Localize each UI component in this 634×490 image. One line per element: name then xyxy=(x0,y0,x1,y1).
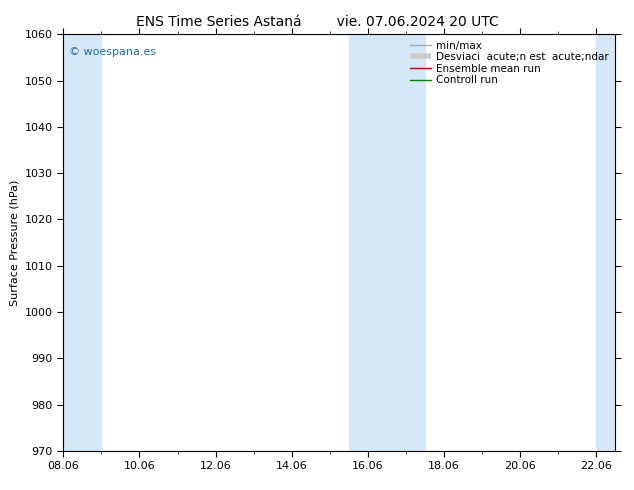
Legend: min/max, Desviaci  acute;n est  acute;ndar, Ensemble mean run, Controll run: min/max, Desviaci acute;n est acute;ndar… xyxy=(406,36,613,89)
Bar xyxy=(596,34,615,451)
Bar xyxy=(63,34,101,451)
Bar xyxy=(349,34,425,451)
Text: ENS Time Series Astaná        vie. 07.06.2024 20 UTC: ENS Time Series Astaná vie. 07.06.2024 2… xyxy=(136,15,498,29)
Text: © woespana.es: © woespana.es xyxy=(69,47,156,57)
Y-axis label: Surface Pressure (hPa): Surface Pressure (hPa) xyxy=(10,179,19,306)
